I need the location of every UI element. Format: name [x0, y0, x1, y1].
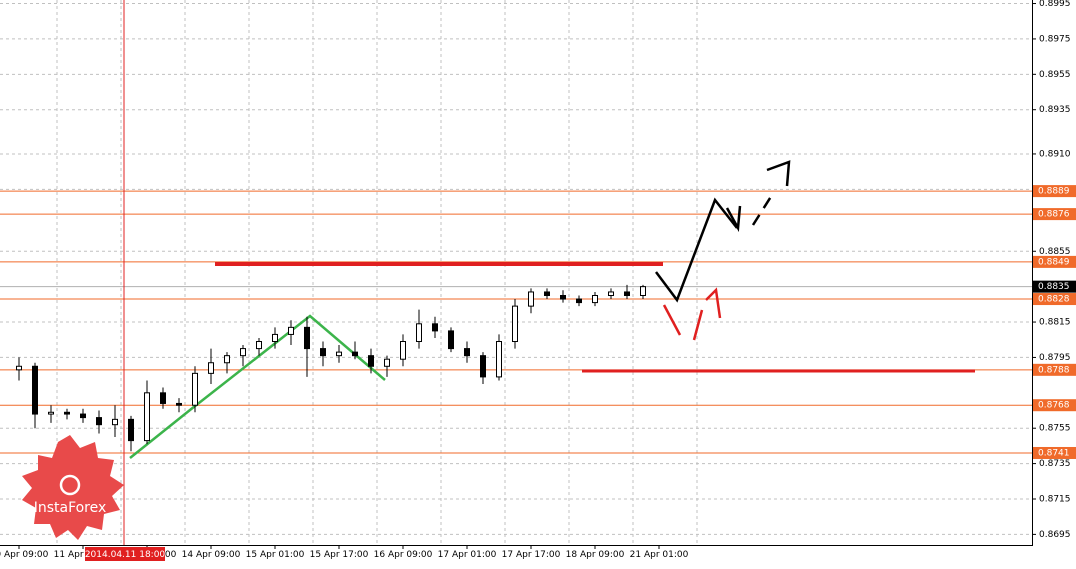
level-box [1033, 399, 1076, 412]
y-tick-label: 0.8715 [1039, 494, 1071, 504]
forecast-dashed [751, 194, 774, 226]
level-box [1033, 446, 1076, 459]
arrow-head [766, 160, 791, 187]
y-tick-label: 0.8735 [1039, 459, 1071, 469]
level-label: 0.8889 [1038, 187, 1070, 197]
logo-badge [22, 435, 124, 540]
candle-body [528, 291, 534, 307]
candle-body [48, 411, 54, 415]
candle-body [352, 351, 358, 357]
candle-body [176, 402, 182, 406]
y-tick-label: 0.8795 [1039, 353, 1071, 363]
candle-body [480, 355, 486, 378]
candle-body [160, 392, 166, 404]
candle-body [32, 365, 38, 415]
candle-body [240, 348, 246, 357]
candle-body [208, 362, 214, 374]
y-tick-label: 0.8935 [1039, 105, 1071, 115]
logo-text: InstaForex [34, 500, 107, 516]
level-box [1033, 255, 1076, 268]
candle-body [224, 355, 230, 364]
candle-body [384, 358, 390, 367]
level-box [1033, 185, 1076, 198]
x-axis-bg [0, 545, 1076, 565]
candle-body [320, 348, 326, 357]
candle-body [256, 341, 262, 350]
alt-arrow [692, 309, 704, 341]
candle-body [112, 418, 118, 426]
crosshair-box [85, 547, 165, 561]
candle-body [464, 348, 470, 357]
forecast-arrow [655, 197, 738, 303]
candle-body [192, 372, 198, 406]
candle-body [16, 365, 22, 371]
candle-body [400, 341, 406, 360]
level-box [1033, 293, 1076, 306]
level-label: 0.8741 [1038, 448, 1070, 458]
x-tick-label: 10 Apr 09:00 [0, 550, 49, 560]
x-tick-label: 21 Apr 01:00 [630, 550, 689, 560]
crosshair-label: 2014.04.11 18:00 [85, 550, 166, 560]
alt-arrow [662, 304, 682, 336]
candle-body [416, 323, 422, 343]
logo-icon [59, 474, 81, 496]
y-tick-label: 0.8855 [1039, 247, 1071, 257]
candle-body [624, 291, 630, 297]
arrow-head [725, 205, 742, 233]
candle-body [96, 417, 102, 426]
candle-body [592, 295, 598, 304]
candle-body [608, 291, 614, 297]
x-tick-label: 15 Apr 01:00 [246, 550, 305, 560]
candle-body [640, 286, 646, 297]
price-label: 0.8835 [1038, 282, 1070, 292]
y-tick-label: 0.8695 [1039, 530, 1071, 540]
candle-body [448, 330, 454, 350]
x-tick-label: 18 Apr 09:00 [566, 550, 625, 560]
candle-body [576, 298, 582, 304]
candle-body [336, 351, 342, 357]
candle-body [144, 392, 150, 442]
candle-body [128, 418, 134, 442]
trend-zigzag [129, 314, 386, 459]
candle-body [544, 291, 550, 297]
y-tick-label: 0.8995 [1039, 0, 1071, 9]
level-label: 0.8876 [1038, 210, 1070, 220]
level-label: 0.8768 [1038, 401, 1070, 411]
arrow-head [705, 287, 722, 319]
candle-body [80, 413, 86, 419]
candle-body [64, 411, 70, 415]
candle-body [304, 326, 310, 350]
x-tick-label: 16 Apr 09:00 [374, 550, 433, 560]
level-label: 0.8788 [1038, 365, 1070, 375]
x-tick-label: 17 Apr 01:00 [438, 550, 497, 560]
y-tick-label: 0.8955 [1039, 70, 1071, 80]
y-tick-label: 0.8910 [1039, 149, 1071, 159]
candle-body [560, 295, 566, 300]
candle-body [496, 341, 502, 378]
logo: InstaForex [22, 435, 124, 540]
level-label: 0.8828 [1038, 295, 1070, 305]
candle-body [288, 326, 294, 335]
y-tick-label: 0.8755 [1039, 424, 1071, 434]
level-box [1033, 208, 1076, 221]
level-label: 0.8849 [1038, 257, 1070, 267]
x-tick-label: 17 Apr 17:00 [502, 550, 561, 560]
candle-body [432, 323, 438, 332]
candle-body [512, 305, 518, 343]
x-tick-label: 15 Apr 17:00 [310, 550, 369, 560]
candle-body [368, 355, 374, 367]
y-tick-label: 0.8975 [1039, 34, 1071, 44]
candle-body [272, 333, 278, 343]
level-box [1033, 363, 1076, 376]
x-tick-label: 11 Apr 01:00 [54, 550, 113, 560]
y-tick-label: 0.8815 [1039, 318, 1071, 328]
price-box [1033, 280, 1076, 293]
x-tick-label: 14 Apr 09:00 [182, 550, 241, 560]
